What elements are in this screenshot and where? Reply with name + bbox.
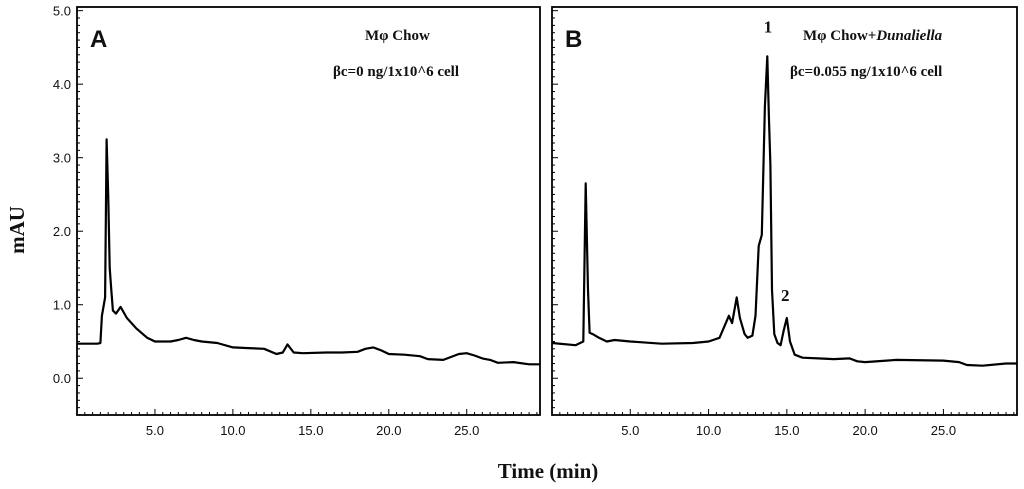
panel-a-series-line (77, 138, 540, 366)
y-tick-label: 4.0 (53, 77, 71, 92)
panel-b-series-line (551, 55, 1017, 367)
panel-b-peak-label: 2 (781, 286, 790, 305)
panel-a-x-tick-label: 10.0 (220, 423, 245, 438)
panel-a-x-tick-label: 20.0 (376, 423, 401, 438)
x-axis-title: Time (min) (498, 459, 599, 483)
panel-b-x-tick-label: 10.0 (696, 423, 721, 438)
panel-a-x-tick-label: 5.0 (146, 423, 164, 438)
panel-b-x-tick-label: 5.0 (621, 423, 639, 438)
y-tick-label: 0.0 (53, 371, 71, 386)
panel-b-annotation-title: Mφ Chow+Dunaliella (803, 28, 943, 44)
y-tick-label: 1.0 (53, 298, 71, 313)
panel-a-x-tick-label: 25.0 (454, 423, 479, 438)
chart-a: 5.0 10.0 15.0 20.0 25.0 5.0 4.0 3.0 2.0 1.0 0.0 A Mφ… (53, 4, 541, 438)
panel-b-x-tick-label: 25.0 (931, 423, 956, 438)
panel-b-letter: B (565, 26, 582, 53)
panel-a-annotation-title: Mφ Chow (365, 28, 430, 44)
panel-a-letter: A (90, 26, 107, 53)
y-tick-label: 2.0 (53, 224, 71, 239)
panel-b-x-tick-label: 20.0 (852, 423, 877, 438)
panel-a-annotation-concentration: βc=0 ng/1x10^6 cell (333, 64, 459, 80)
y-axis-title: mAU (5, 206, 29, 254)
panel-a-x-tick-label: 15.0 (298, 423, 323, 438)
y-tick-label: 3.0 (53, 151, 71, 166)
chart-b: 5.0 10.0 15.0 20.0 25.0 B Mφ Chow+Dunaliella βc… (551, 6, 1018, 438)
panel-b-x-tick-label: 15.0 (774, 423, 799, 438)
panel-a-frame (76, 6, 541, 416)
panel-b-frame (551, 6, 1018, 416)
y-tick-label: 5.0 (53, 4, 71, 19)
panel-b-peak-label: 1 (764, 18, 773, 37)
panel-b-annotation-concentration: βc=0.055 ng/1x10^6 cell (790, 64, 942, 80)
